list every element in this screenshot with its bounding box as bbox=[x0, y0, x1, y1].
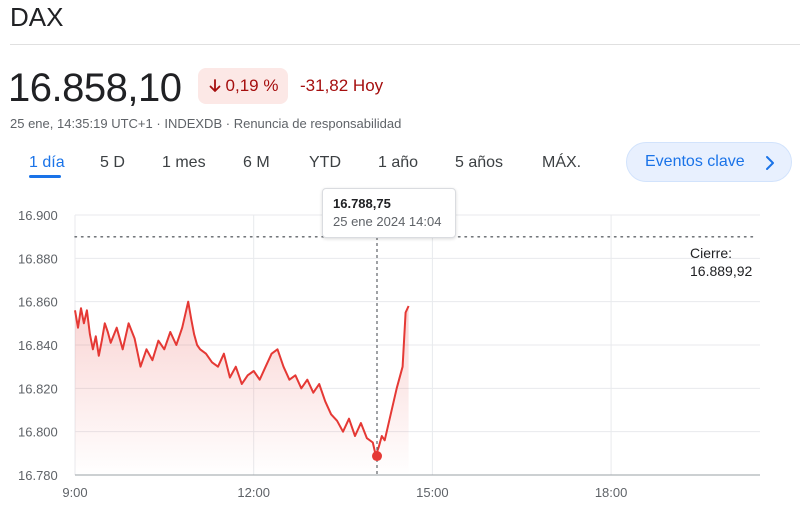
change-percent-badge: 0,19 % bbox=[198, 68, 288, 104]
tab-1-day[interactable]: 1 día bbox=[29, 154, 65, 171]
previous-close-label: Cierre: bbox=[690, 245, 733, 261]
series-line bbox=[74, 300, 410, 457]
tab-5-days[interactable]: 5 D bbox=[100, 154, 125, 171]
quote-timestamp: 25 ene, 14:35:19 UTC+1 bbox=[10, 116, 153, 131]
active-tab-indicator bbox=[29, 175, 61, 178]
key-events-label: Eventos clave bbox=[645, 153, 745, 170]
chevron-right-icon bbox=[766, 156, 774, 170]
x-tick-label: 9:00 bbox=[62, 485, 87, 500]
x-tick-label: 18:00 bbox=[595, 485, 628, 500]
disclaimer-link[interactable]: Renuncia de responsabilidad bbox=[233, 116, 402, 131]
y-tick-label: 16.880 bbox=[18, 251, 58, 266]
key-events-button[interactable]: Eventos clave bbox=[626, 142, 792, 182]
y-tick-label: 16.820 bbox=[18, 381, 58, 396]
tab-max[interactable]: MÁX. bbox=[542, 154, 582, 171]
exchange-name: INDEXDB bbox=[164, 116, 223, 131]
price-chart[interactable]: 16.780 16.800 16.820 16.840 16.860 16.880 16.9… bbox=[0, 185, 800, 521]
tab-1-month[interactable]: 1 mes bbox=[162, 154, 206, 171]
meta-separator: · bbox=[156, 116, 165, 131]
change-absolute: -31,82 Hoy bbox=[300, 76, 384, 95]
previous-close: Cierre: 16.889,92 bbox=[690, 244, 752, 280]
y-tick-label: 16.860 bbox=[18, 295, 58, 310]
y-tick-label: 16.780 bbox=[18, 468, 58, 483]
y-tick-label: 16.900 bbox=[18, 208, 58, 223]
previous-close-value: 16.889,92 bbox=[690, 263, 753, 279]
index-title: DAX bbox=[10, 2, 64, 32]
arrow-down-icon bbox=[209, 79, 220, 92]
tab-1-year[interactable]: 1 año bbox=[378, 154, 419, 171]
current-price: 16.858,10 bbox=[8, 66, 182, 110]
header-divider bbox=[10, 44, 800, 45]
tab-ytd[interactable]: YTD bbox=[309, 154, 341, 171]
hover-tooltip: 16.788,75 25 ene 2024 14:04 bbox=[322, 188, 456, 238]
y-tick-label: 16.840 bbox=[18, 338, 58, 353]
series-area bbox=[75, 301, 409, 475]
tab-5-years[interactable]: 5 años bbox=[455, 154, 504, 171]
quote-meta: 25 ene, 14:35:19 UTC+1 · INDEXDB · Renun… bbox=[10, 116, 401, 131]
tab-6-months[interactable]: 6 M bbox=[243, 154, 270, 171]
x-tick-label: 12:00 bbox=[237, 485, 270, 500]
change-percent: 0,19 % bbox=[225, 76, 279, 95]
hover-point bbox=[371, 451, 382, 462]
tooltip-value: 16.788,75 bbox=[333, 196, 391, 211]
x-tick-label: 15:00 bbox=[416, 485, 449, 500]
meta-separator: · bbox=[225, 116, 234, 131]
tooltip-date: 25 ene 2024 14:04 bbox=[333, 214, 442, 229]
y-tick-label: 16.800 bbox=[18, 425, 58, 440]
range-tabs: 1 día 5 D 1 mes 6 M YTD 1 año 5 años MÁX… bbox=[0, 150, 620, 180]
